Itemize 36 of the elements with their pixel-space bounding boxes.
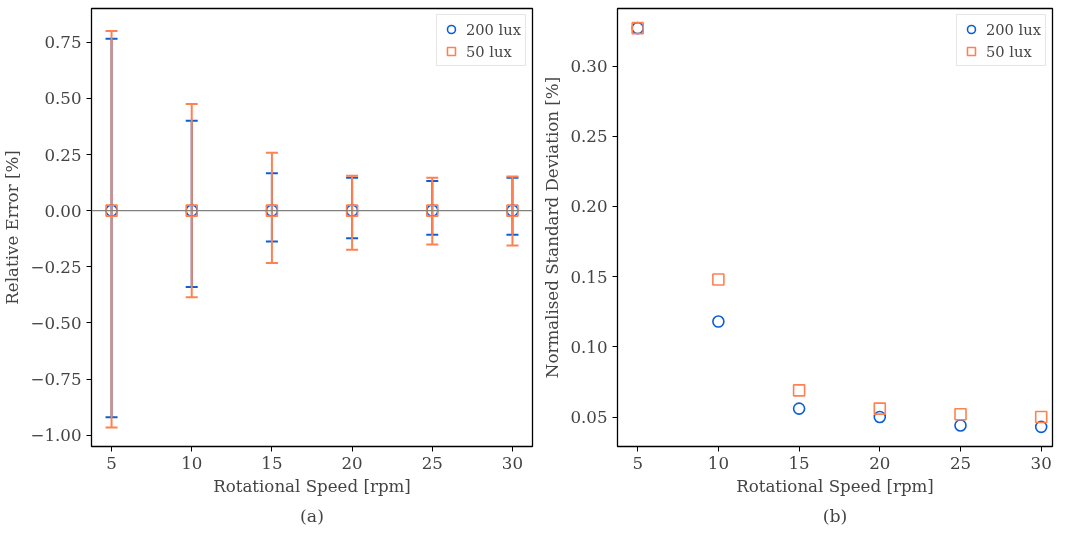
y-tick-label: 0.25 xyxy=(570,127,608,147)
y-axis-title: Relative Error [%] xyxy=(3,150,23,305)
x-tick-label: 15 xyxy=(788,453,810,473)
text: (b) xyxy=(822,505,848,526)
x-tick-label: 10 xyxy=(181,453,203,473)
x-tick-label: 20 xyxy=(869,453,891,473)
x-tick-label: 5 xyxy=(106,453,117,473)
x-tick-label: 5 xyxy=(632,453,643,473)
x-tick-label: 15 xyxy=(261,453,283,473)
y-tick-label: 0.75 xyxy=(44,33,82,53)
x-tick-label: 30 xyxy=(501,453,524,473)
y-tick-label: 0.25 xyxy=(44,145,82,165)
legend-label: 50 lux xyxy=(465,42,512,60)
x-tick-label: 30 xyxy=(1030,453,1052,473)
x-axis-title: Rotational Speed [rpm] xyxy=(213,476,411,496)
x-tick-label: 25 xyxy=(949,453,972,473)
y-tick-label: 0.30 xyxy=(570,57,608,77)
legend-label: 200 lux xyxy=(985,20,1041,38)
y-tick-label: 0.00 xyxy=(44,201,82,221)
text: (a) xyxy=(300,505,324,526)
x-tick-label: 20 xyxy=(341,453,363,473)
y-tick-label: −0.50 xyxy=(30,313,82,333)
x-tick-label: 10 xyxy=(707,453,729,473)
y-tick-label: 0.50 xyxy=(44,89,82,109)
y-tick-label: −0.25 xyxy=(30,257,82,277)
legend-label: 50 lux xyxy=(985,42,1032,60)
y-tick-label: 0.10 xyxy=(570,337,608,357)
x-tick-label: 25 xyxy=(421,453,443,473)
x-axis-title: Rotational Speed [rpm] xyxy=(736,476,934,496)
legend-label: 200 lux xyxy=(465,20,521,38)
y-tick-label: −1.00 xyxy=(30,426,82,446)
y-tick-label: 0.05 xyxy=(570,408,608,428)
y-tick-label: −0.75 xyxy=(30,370,82,390)
y-axis-title: Normalised Standard Deviation [%] xyxy=(543,76,563,379)
y-tick-label: 0.20 xyxy=(570,197,608,217)
y-tick-label: 0.15 xyxy=(570,267,608,287)
